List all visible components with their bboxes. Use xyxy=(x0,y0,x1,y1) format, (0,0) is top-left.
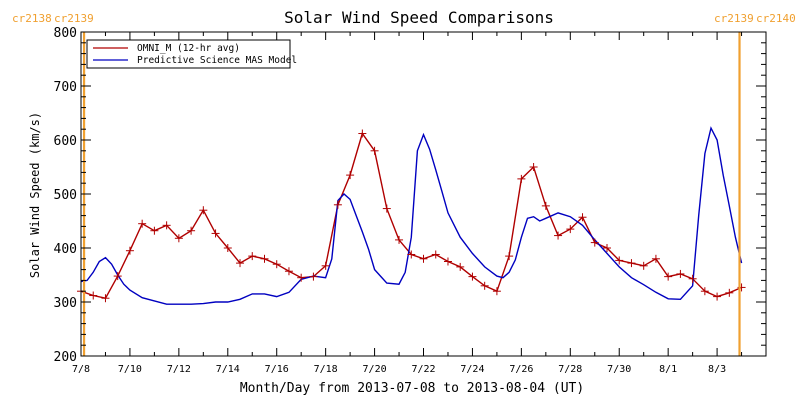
data-point-omni xyxy=(443,257,452,266)
carrington-lines xyxy=(82,32,741,356)
data-point-omni xyxy=(664,272,673,281)
x-tick-label: 7/14 xyxy=(216,364,240,375)
y-tick-label: 300 xyxy=(54,296,77,311)
plot-frame xyxy=(80,31,767,357)
data-point-omni xyxy=(309,272,318,281)
data-point-omni xyxy=(260,254,269,263)
data-point-omni xyxy=(590,238,599,247)
x-tick-label: 7/12 xyxy=(167,364,191,375)
data-point-omni xyxy=(615,256,624,265)
data-point-omni xyxy=(431,250,440,259)
data-point-omni xyxy=(627,259,636,268)
data-point-omni xyxy=(162,221,171,230)
chart-title: Solar Wind Speed Comparisons xyxy=(284,8,554,27)
data-point-omni xyxy=(492,287,501,296)
legend-label-mas: Predictive Science MAS Model xyxy=(137,55,297,66)
y-tick-label: 500 xyxy=(54,188,77,203)
data-point-omni xyxy=(125,246,134,255)
carrington-label: cr2139 xyxy=(714,12,754,25)
x-tick-label: 7/10 xyxy=(118,364,142,375)
carrington-label: cr2140 xyxy=(756,12,796,25)
data-point-omni xyxy=(456,262,465,271)
data-point-omni xyxy=(284,267,293,276)
x-tick-label: 7/22 xyxy=(411,364,435,375)
data-point-omni xyxy=(272,260,281,269)
data-point-omni xyxy=(407,250,416,259)
data-point-omni xyxy=(101,294,110,303)
x-axis-label: Month/Day from 2013-07-08 to 2013-08-04 … xyxy=(240,381,584,396)
x-tick-label: 7/20 xyxy=(363,364,387,375)
y-tick-label: 200 xyxy=(54,350,77,365)
x-tick-label: 7/24 xyxy=(460,364,484,375)
data-point-omni xyxy=(395,235,404,244)
data-point-omni xyxy=(688,274,697,283)
data-point-omni xyxy=(321,261,330,270)
data-point-omni xyxy=(468,272,477,281)
data-point-omni xyxy=(419,254,428,263)
data-point-omni xyxy=(223,244,232,252)
marker-layer xyxy=(77,129,746,303)
series-layer xyxy=(80,126,743,305)
x-tick-label: 7/30 xyxy=(607,364,631,375)
y-axis-label: Solar Wind Speed (km/s) xyxy=(28,112,42,278)
x-tick-label: 8/1 xyxy=(659,364,677,375)
data-point-omni xyxy=(676,269,685,278)
legend-box xyxy=(86,39,291,69)
data-point-omni xyxy=(150,226,159,235)
data-point-omni xyxy=(358,129,367,138)
data-point-omni xyxy=(248,252,257,261)
data-point-omni xyxy=(370,146,379,155)
data-point-omni xyxy=(187,226,196,235)
y-tick-label: 600 xyxy=(54,134,77,149)
data-point-omni xyxy=(517,174,526,183)
data-point-omni xyxy=(346,171,355,180)
data-point-omni xyxy=(578,213,587,222)
data-point-omni xyxy=(554,231,563,240)
data-point-omni xyxy=(639,261,648,270)
data-point-omni xyxy=(713,292,722,301)
carrington-label: cr2139 xyxy=(54,12,94,25)
carrington-label: cr2138 xyxy=(12,12,52,25)
y-tick-label: 700 xyxy=(54,80,77,95)
data-point-omni xyxy=(541,201,550,210)
series-line-mas xyxy=(80,126,743,305)
data-point-omni xyxy=(236,259,245,268)
legend: OMNI_M (12-hr avg) Predictive Science MA… xyxy=(86,39,297,69)
data-point-omni xyxy=(333,200,342,209)
data-point-omni xyxy=(199,206,208,215)
y-tick-label: 800 xyxy=(54,26,77,41)
axes-layer: 200 300 400 500 600 700 800 7/8 7/10 7/12 7/14 7/16… xyxy=(54,26,767,375)
data-point-omni xyxy=(297,273,306,282)
x-tick-label: 8/3 xyxy=(708,364,726,375)
data-point-omni xyxy=(113,272,122,281)
legend-label-omni: OMNI_M (12-hr avg) xyxy=(137,43,240,54)
x-tick-label: 7/26 xyxy=(509,364,533,375)
x-tick-label: 7/18 xyxy=(314,364,338,375)
series-line-omni xyxy=(80,131,742,299)
y-tick-label: 400 xyxy=(54,242,77,257)
data-point-omni xyxy=(211,229,220,238)
x-tick-label: 7/16 xyxy=(265,364,289,375)
data-point-omni xyxy=(602,244,611,252)
data-point-omni xyxy=(725,288,734,297)
data-point-omni xyxy=(382,204,391,213)
data-point-omni xyxy=(651,254,660,263)
x-tick-label: 7/8 xyxy=(72,364,90,375)
data-point-omni xyxy=(566,225,575,234)
data-point-omni xyxy=(174,234,183,243)
data-point-omni xyxy=(89,291,98,300)
data-point-omni xyxy=(700,287,709,296)
x-tick-label: 7/28 xyxy=(558,364,582,375)
data-point-omni xyxy=(529,163,538,171)
data-point-omni xyxy=(505,252,514,261)
data-point-omni xyxy=(480,281,489,290)
data-point-omni xyxy=(138,219,147,228)
